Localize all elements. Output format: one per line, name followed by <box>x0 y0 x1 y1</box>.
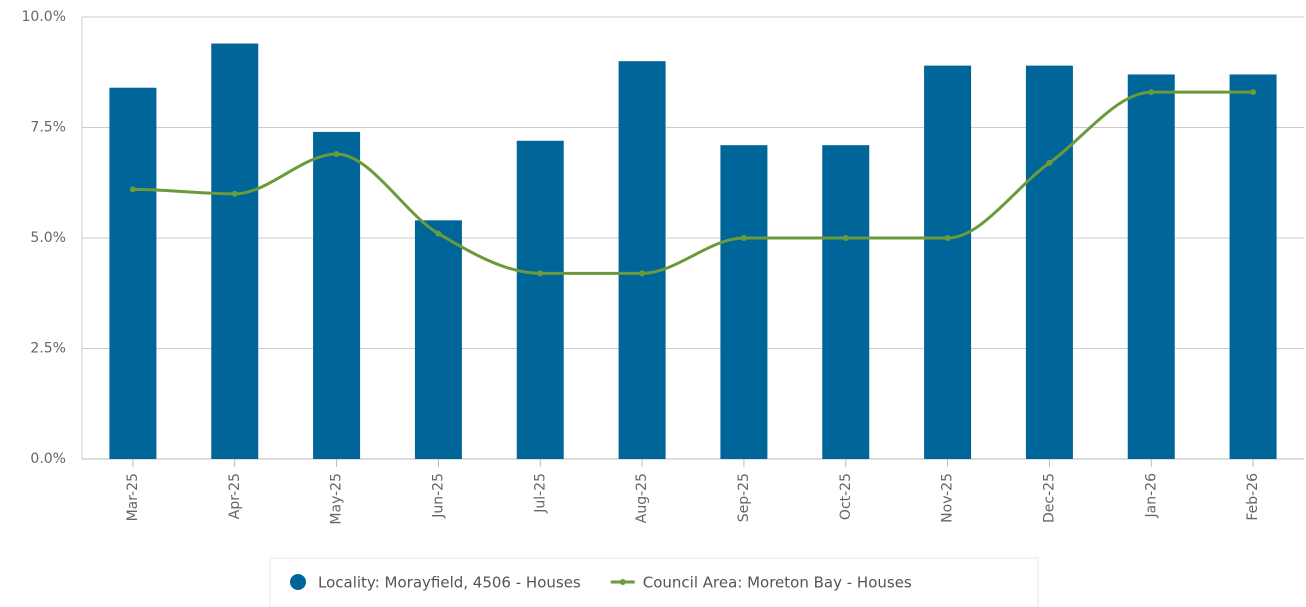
bar <box>720 145 768 459</box>
y-tick-label: 7.5% <box>30 120 66 136</box>
y-tick-label: 5.0% <box>30 230 66 246</box>
bar <box>516 140 564 459</box>
x-tick-label: Nov-25 <box>940 473 956 523</box>
line-point <box>1046 159 1053 166</box>
y-tick-label: 0.0% <box>30 451 66 467</box>
bar <box>924 65 972 460</box>
bar <box>109 87 157 459</box>
line-point <box>333 151 340 158</box>
x-tick-label: Jul-25 <box>532 473 548 514</box>
legend-label: Council Area: Moreton Bay - Houses <box>643 574 912 592</box>
x-tick-label: Sep-25 <box>736 473 752 522</box>
bar <box>1025 65 1073 460</box>
x-tick-label: May-25 <box>329 473 345 525</box>
x-tick-label: Oct-25 <box>838 473 854 520</box>
y-tick-label: 10.0% <box>22 9 66 25</box>
bar <box>313 131 361 460</box>
x-tick-label: Aug-25 <box>634 473 650 523</box>
line-point <box>1250 89 1257 96</box>
bar <box>1229 74 1277 460</box>
line-point <box>231 190 238 197</box>
x-tick-label: Feb-26 <box>1245 473 1261 521</box>
legend-marker <box>619 579 626 585</box>
legend-label: Locality: Morayfield, 4506 - Houses <box>318 574 581 592</box>
x-tick-label: Dec-25 <box>1041 473 1057 523</box>
line-point <box>537 270 544 277</box>
x-tick-label: Jun-25 <box>430 473 446 519</box>
line-point <box>639 270 646 277</box>
x-tick-label: Apr-25 <box>227 473 243 519</box>
line-point <box>740 235 747 241</box>
line-point <box>842 235 849 241</box>
x-tick-label: Mar-25 <box>125 473 141 521</box>
line <box>132 90 1254 275</box>
line-point <box>944 235 951 241</box>
bar <box>1127 74 1175 460</box>
bar <box>414 220 462 459</box>
legend-box <box>269 557 1039 607</box>
line-point <box>1148 89 1155 96</box>
bar <box>211 43 259 460</box>
y-tick-label: 2.5% <box>30 341 66 357</box>
line-point <box>435 230 442 237</box>
line-point <box>129 186 136 193</box>
x-tick-label: Jan-26 <box>1143 473 1159 519</box>
legend-marker <box>290 574 306 590</box>
bar <box>618 61 666 459</box>
bar <box>822 145 870 459</box>
